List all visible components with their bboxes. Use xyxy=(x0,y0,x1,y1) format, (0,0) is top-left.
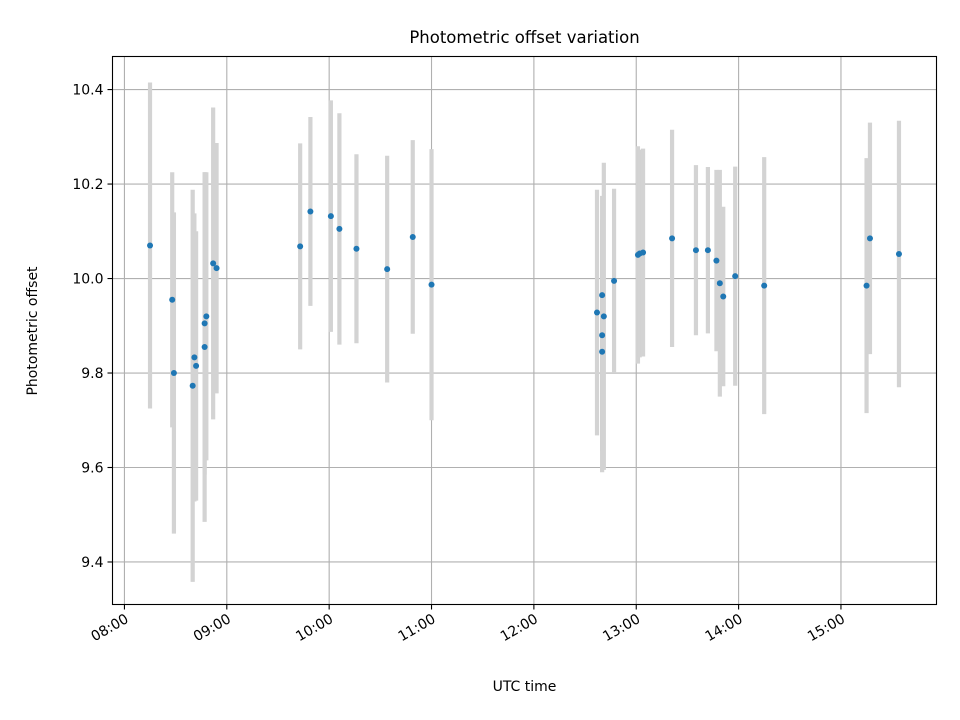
y-tick-label: 10.4 xyxy=(72,83,103,99)
data-point xyxy=(669,235,676,242)
y-tick-label: 10.0 xyxy=(72,272,103,288)
data-point xyxy=(713,257,720,264)
data-point xyxy=(169,296,176,303)
data-point xyxy=(866,235,873,242)
data-point xyxy=(599,292,606,299)
plot-frame xyxy=(111,55,938,606)
data-point xyxy=(761,282,768,289)
data-point xyxy=(716,280,723,287)
y-tick-label: 9.4 xyxy=(81,555,103,571)
data-point xyxy=(170,370,177,377)
data-point xyxy=(336,225,343,232)
y-axis-label: Photometric offset xyxy=(25,266,41,396)
data-point xyxy=(189,382,196,389)
data-point xyxy=(193,362,200,369)
data-point xyxy=(611,277,618,284)
data-point xyxy=(384,266,391,273)
data-point xyxy=(428,281,435,288)
y-tick-label: 10.2 xyxy=(72,177,103,193)
data-point xyxy=(297,243,304,250)
data-point xyxy=(640,249,647,256)
data-points xyxy=(147,208,902,389)
data-point xyxy=(201,344,208,351)
y-tick-label: 9.6 xyxy=(81,461,103,477)
data-point xyxy=(409,233,416,240)
data-point xyxy=(863,282,870,289)
data-point xyxy=(191,354,198,361)
y-tick-label: 9.8 xyxy=(81,366,103,382)
data-point xyxy=(307,208,314,215)
data-point xyxy=(201,320,208,327)
data-point xyxy=(692,247,699,254)
data-point xyxy=(203,313,210,320)
data-point xyxy=(594,309,601,316)
x-axis-label: UTC time xyxy=(493,679,557,695)
data-point xyxy=(599,332,606,339)
data-point xyxy=(213,265,220,272)
data-point xyxy=(147,242,154,249)
data-point xyxy=(704,247,711,254)
data-point xyxy=(327,213,334,220)
data-point xyxy=(720,293,727,300)
data-point xyxy=(600,313,607,320)
y-axis-ticks: 9.4 9.6 9.8 10.0 10.2 10.4 xyxy=(72,83,113,571)
data-point xyxy=(599,348,606,355)
data-point xyxy=(353,245,360,252)
data-point xyxy=(210,260,217,267)
data-point xyxy=(732,273,739,280)
chart-title: Photometric offset variation xyxy=(409,28,639,47)
data-point xyxy=(895,250,902,257)
